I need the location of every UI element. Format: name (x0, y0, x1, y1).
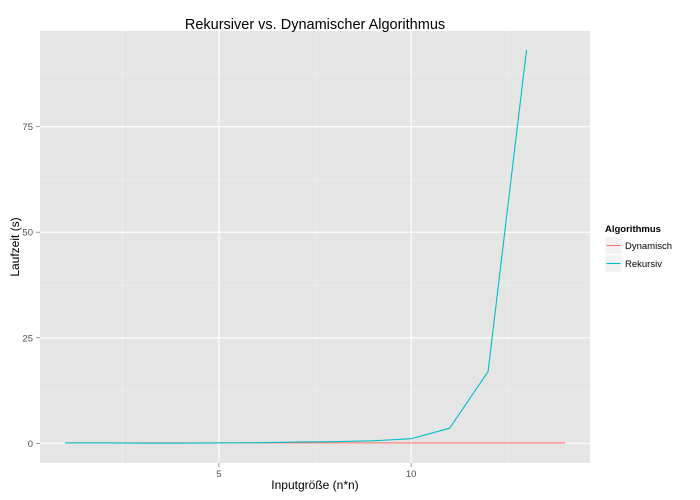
chart-title: Rekursiver vs. Dynamischer Algorithmus (185, 17, 445, 33)
x-axis: 5 10 (216, 463, 416, 480)
y-tick-label: 0 (28, 439, 33, 450)
y-axis-title: Laufzeit (s) (8, 217, 22, 276)
legend: Algorithmus Dynamisch Rekursiv (604, 224, 672, 273)
x-axis-title: Inputgröße (n*n) (271, 478, 358, 492)
x-tick-label: 10 (406, 469, 417, 480)
y-axis: 0 25 50 75 (22, 122, 40, 450)
grid-minor (40, 31, 590, 463)
legend-title: Algorithmus (605, 224, 661, 235)
y-tick-label: 25 (22, 333, 33, 344)
legend-label-rekursiv: Rekursiv (625, 259, 662, 270)
y-tick-label: 75 (22, 122, 33, 133)
legend-items: Dynamisch Rekursiv (604, 236, 672, 273)
series-line-rekursiv (65, 49, 528, 444)
y-tick-label: 50 (22, 228, 33, 239)
x-tick-label: 5 (216, 469, 221, 480)
series-lines (65, 49, 565, 444)
legend-label-dynamisch: Dynamisch (625, 241, 672, 252)
